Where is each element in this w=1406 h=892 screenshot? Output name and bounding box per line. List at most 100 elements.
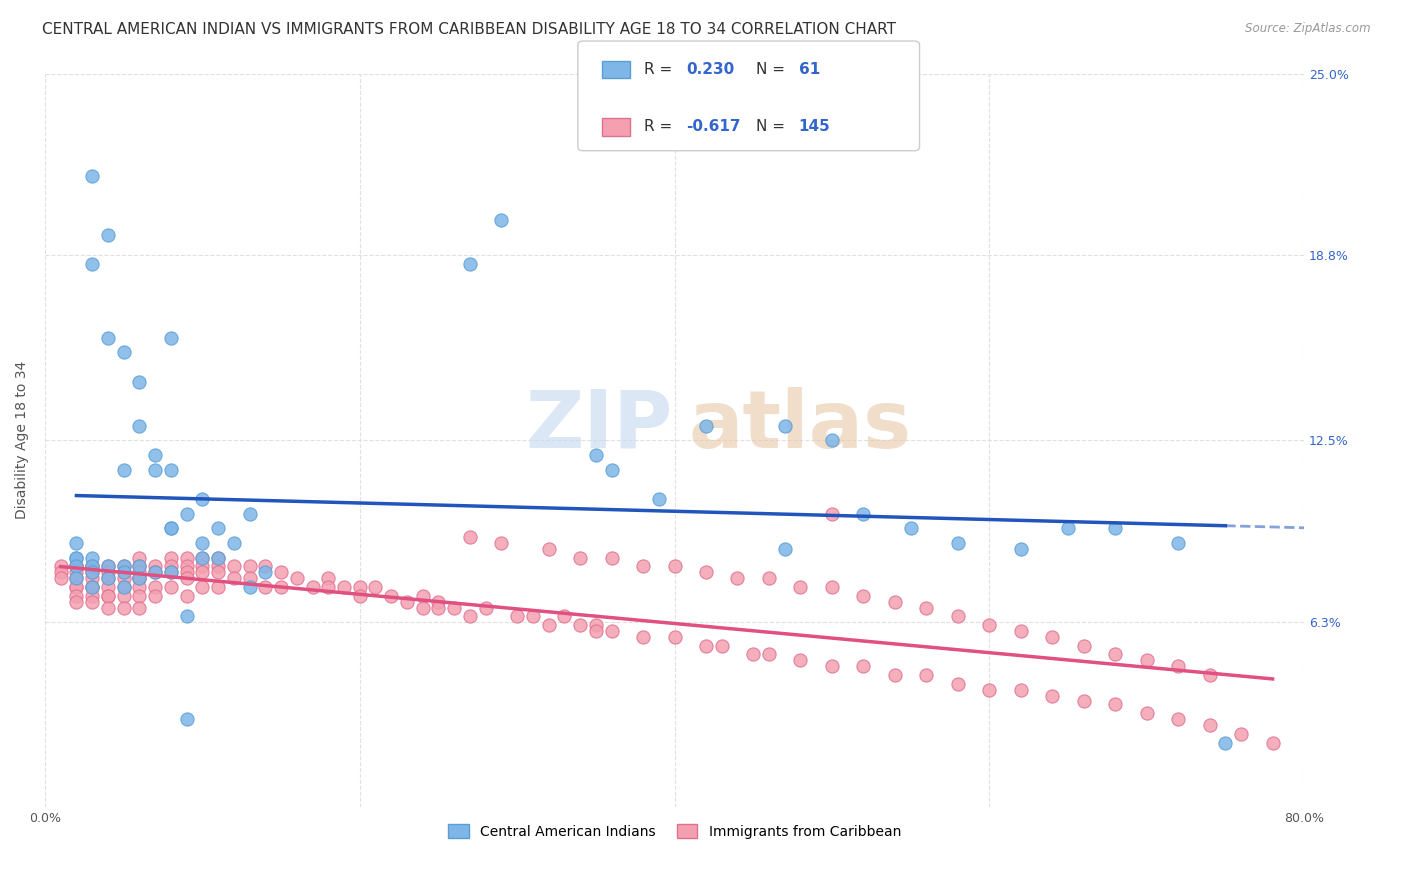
Point	[143, 566, 166, 580]
Point	[427, 600, 450, 615]
Point	[128, 600, 150, 615]
Point	[1230, 727, 1253, 741]
Point	[207, 550, 229, 565]
Point	[143, 462, 166, 476]
Point	[553, 609, 575, 624]
Point	[97, 571, 120, 585]
Text: 145: 145	[799, 120, 831, 134]
Point	[900, 521, 922, 535]
Point	[443, 600, 465, 615]
Point	[82, 566, 104, 580]
Point	[112, 571, 135, 585]
Legend: Central American Indians, Immigrants from Caribbean: Central American Indians, Immigrants fro…	[443, 818, 907, 844]
Point	[852, 589, 875, 603]
Point	[128, 571, 150, 585]
Point	[254, 566, 277, 580]
Point	[176, 566, 198, 580]
Point	[648, 491, 671, 506]
Point	[789, 580, 811, 594]
Point	[82, 580, 104, 594]
Point	[207, 559, 229, 574]
Y-axis label: Disability Age 18 to 34: Disability Age 18 to 34	[15, 361, 30, 519]
Point	[112, 566, 135, 580]
Point	[883, 668, 905, 682]
Point	[191, 550, 214, 565]
Point	[600, 462, 623, 476]
Point	[491, 536, 513, 550]
Text: CENTRAL AMERICAN INDIAN VS IMMIGRANTS FROM CARIBBEAN DISABILITY AGE 18 TO 34 COR: CENTRAL AMERICAN INDIAN VS IMMIGRANTS FR…	[42, 22, 896, 37]
Point	[160, 462, 183, 476]
Point	[160, 330, 183, 344]
Point	[176, 571, 198, 585]
Point	[65, 550, 87, 565]
Point	[664, 559, 686, 574]
Point	[207, 566, 229, 580]
Point	[821, 434, 844, 448]
Point	[97, 600, 120, 615]
Point	[97, 227, 120, 242]
Point	[239, 580, 262, 594]
Point	[773, 418, 796, 433]
Point	[316, 571, 339, 585]
Point	[191, 566, 214, 580]
Point	[883, 595, 905, 609]
Point	[1198, 668, 1220, 682]
Point	[695, 418, 717, 433]
Point	[1215, 735, 1237, 749]
Point	[128, 550, 150, 565]
Point	[301, 580, 323, 594]
Point	[49, 571, 72, 585]
Text: R =: R =	[644, 62, 678, 77]
Point	[585, 448, 607, 462]
Point	[160, 566, 183, 580]
Point	[49, 566, 72, 580]
Point	[82, 595, 104, 609]
Point	[710, 639, 733, 653]
Point	[97, 571, 120, 585]
Point	[979, 682, 1001, 697]
Point	[742, 648, 765, 662]
Point	[65, 559, 87, 574]
Point	[821, 580, 844, 594]
Point	[222, 559, 245, 574]
Point	[569, 618, 592, 632]
Point	[254, 580, 277, 594]
Point	[1261, 735, 1284, 749]
Point	[773, 541, 796, 556]
Point	[143, 566, 166, 580]
Point	[333, 580, 356, 594]
Point	[915, 668, 938, 682]
Point	[695, 639, 717, 653]
Point	[395, 595, 418, 609]
Point	[695, 566, 717, 580]
Point	[537, 618, 560, 632]
Point	[979, 618, 1001, 632]
Point	[112, 580, 135, 594]
Point	[97, 580, 120, 594]
Point	[789, 653, 811, 667]
Point	[176, 550, 198, 565]
Point	[112, 566, 135, 580]
Point	[600, 550, 623, 565]
Point	[946, 677, 969, 691]
Point	[1073, 639, 1095, 653]
Point	[82, 571, 104, 585]
Text: atlas: atlas	[689, 386, 912, 465]
Text: R =: R =	[644, 120, 678, 134]
Point	[65, 571, 87, 585]
Point	[915, 600, 938, 615]
Point	[112, 462, 135, 476]
Point	[270, 580, 292, 594]
Point	[664, 630, 686, 644]
Point	[1104, 698, 1126, 712]
Point	[143, 559, 166, 574]
Text: Source: ZipAtlas.com: Source: ZipAtlas.com	[1246, 22, 1371, 36]
Point	[758, 571, 780, 585]
Point	[191, 580, 214, 594]
Point	[176, 559, 198, 574]
Point	[191, 559, 214, 574]
Point	[270, 566, 292, 580]
Point	[1136, 706, 1159, 721]
Point	[112, 559, 135, 574]
Point	[82, 580, 104, 594]
